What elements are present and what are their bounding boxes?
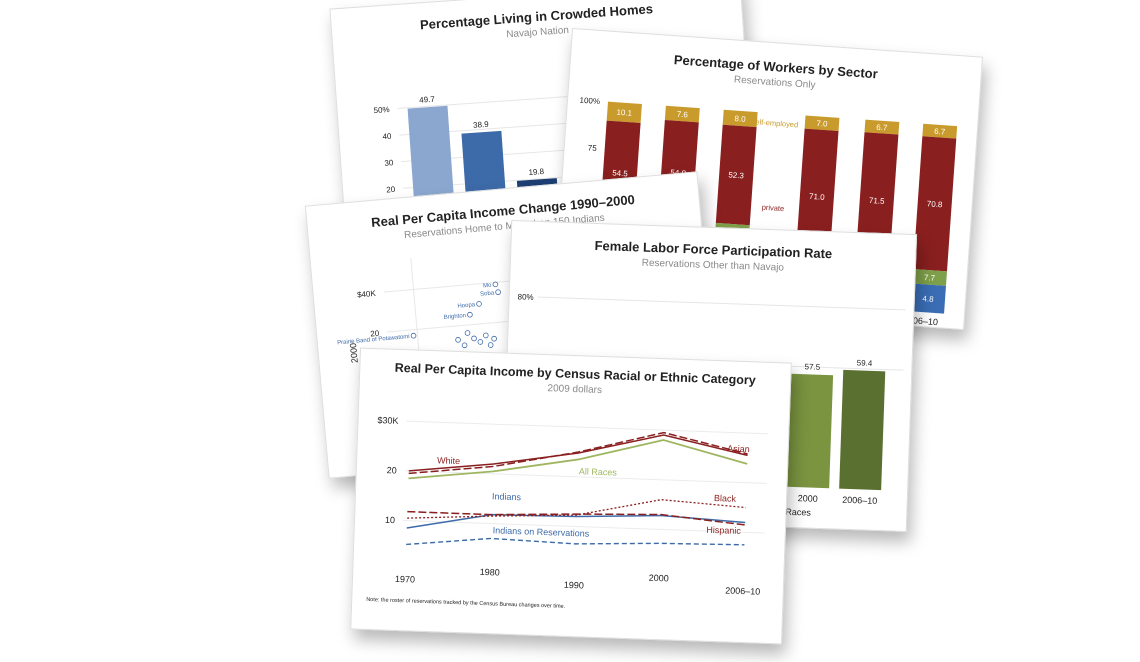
data-label: 6.7 (876, 123, 888, 133)
scatter-point (471, 335, 477, 342)
bar (407, 105, 455, 215)
y-tick-label: 20 (387, 465, 397, 475)
series-line (407, 510, 746, 526)
bar-segment (912, 269, 947, 286)
data-label: 7.6 (676, 110, 688, 120)
y-tick-label: 75 (588, 143, 598, 153)
scatter-point (492, 281, 499, 288)
data-label: 6.7 (934, 127, 946, 137)
x-tick-label: 1980 (480, 567, 500, 578)
x-tick-label: 2006–10 (725, 585, 760, 596)
bar-segment (606, 101, 642, 123)
data-label: 57.5 (804, 362, 820, 372)
scatter-point (461, 342, 468, 349)
scatter-point (491, 335, 497, 342)
data-label: 7.7 (924, 273, 936, 283)
series-line (407, 498, 746, 519)
scatter-point (495, 289, 501, 295)
x-tick-label: 2000 (798, 493, 818, 504)
point-label: Mo (483, 283, 492, 290)
series-label: White (437, 455, 460, 466)
bar-segment (864, 119, 900, 135)
bar-segment (715, 124, 757, 226)
scatter-point (477, 339, 484, 345)
data-label: 71.5 (869, 196, 886, 206)
scatter-point (455, 337, 461, 343)
series-line (406, 537, 745, 546)
data-label: 19.8 (528, 167, 545, 177)
bar-segment (664, 105, 700, 123)
y-tick-label: 100% (579, 96, 600, 106)
series-line (408, 434, 748, 472)
y-axis-label: 2000 (348, 343, 360, 364)
x-tick-label: 1990 (564, 580, 584, 591)
scatter-point (467, 311, 473, 318)
series-label: Asian (727, 443, 750, 454)
y-tick-label: $30K (377, 415, 398, 426)
bar-segment (910, 283, 946, 314)
x-tick-label: 1970 (395, 574, 415, 585)
scatter-point (487, 342, 494, 348)
data-label: 10.1 (616, 108, 633, 118)
data-label: 70.8 (927, 199, 944, 209)
bar-segment (804, 115, 840, 131)
data-label: 8.0 (734, 114, 746, 124)
y-tick-label: 20 (370, 329, 380, 339)
bar-segment (722, 109, 758, 128)
bar-segment (922, 123, 958, 139)
series-label: Black (714, 493, 737, 504)
scatter-point (410, 332, 417, 339)
chart-title: Female Labor Force Participation Rate (594, 238, 832, 261)
y-tick-label: 40 (382, 132, 392, 142)
data-label: 59.4 (857, 358, 873, 368)
y-tick-label: 30 (384, 158, 394, 168)
bar-segment (913, 136, 957, 272)
y-tick-label: 10 (385, 515, 395, 525)
scatter-point (476, 301, 482, 307)
point-label: Hoopa (457, 302, 476, 310)
income-race-chart: Real Per Capita Income by Census Racial … (366, 361, 769, 610)
data-label: 7.0 (816, 119, 828, 129)
data-label: 4.8 (922, 294, 934, 304)
series-label: Hispanic (706, 525, 741, 536)
scatter-point (483, 332, 489, 339)
chart-note: Note: the roster of reservations tracked… (366, 597, 566, 610)
data-label: 52.3 (728, 170, 745, 180)
chart-subtitle: Navajo Nation (506, 25, 569, 40)
bar (787, 373, 834, 489)
series-label: private (761, 203, 784, 214)
gridline (403, 519, 765, 534)
y-tick-label: 20 (386, 185, 396, 195)
series-label: All Races (579, 466, 618, 477)
y-tick-label: 80% (517, 292, 533, 302)
point-label: Brighton (444, 313, 467, 321)
scatter-point (464, 330, 471, 336)
series-line (408, 431, 748, 475)
gridline (406, 420, 769, 435)
series-label: Indians on Reservations (493, 525, 590, 538)
gridline (537, 296, 906, 311)
y-tick-label: 50% (373, 105, 390, 115)
series-line (408, 439, 748, 480)
x-tick-label: 2006–10 (842, 495, 877, 506)
chart-subtitle: Reservations Other than Navajo (642, 258, 785, 274)
data-label: 71.0 (809, 192, 826, 202)
series-label: Indians (492, 491, 522, 502)
income-race-card: Real Per Capita Income by Census Racial … (350, 347, 792, 645)
bar (839, 369, 886, 491)
data-label: 54.5 (612, 168, 629, 178)
data-label: 38.9 (473, 120, 490, 130)
x-tick-label: 2000 (649, 573, 669, 584)
chart-subtitle: Reservations Only (734, 74, 816, 91)
point-label: Soba (480, 290, 495, 297)
chart-subtitle: 2009 dollars (547, 383, 602, 396)
x-tick-label: 06–10 (913, 315, 939, 327)
y-tick-label: $40K (357, 289, 377, 300)
series-label: self-employed (751, 117, 798, 129)
data-label: 49.7 (419, 95, 436, 105)
